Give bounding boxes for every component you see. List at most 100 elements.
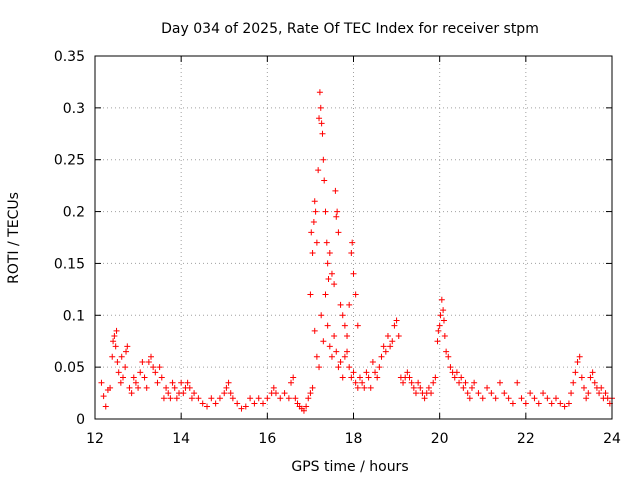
data-point: [460, 384, 467, 391]
chart-title: Day 034 of 2025, Rate Of TEC Index for r…: [161, 21, 539, 37]
data-point: [158, 374, 165, 381]
data-point: [440, 317, 447, 324]
data-point: [303, 403, 310, 410]
data-point: [406, 374, 413, 381]
data-point: [430, 379, 437, 386]
data-point: [451, 374, 458, 381]
data-point: [316, 115, 323, 122]
data-point: [123, 348, 130, 355]
data-point: [436, 322, 443, 329]
data-point: [242, 403, 249, 410]
data-point: [107, 384, 114, 391]
data-point: [319, 130, 326, 137]
data-point: [382, 348, 389, 355]
data-point: [188, 395, 195, 402]
data-point: [391, 322, 398, 329]
data-point: [307, 390, 314, 397]
data-point: [548, 400, 555, 407]
data-point: [139, 358, 146, 365]
data-point: [434, 338, 441, 345]
data-point: [285, 395, 292, 402]
x-tick-label: 22: [517, 431, 535, 447]
y-tick-label: 0: [76, 412, 85, 428]
data-point: [255, 395, 262, 402]
data-point: [356, 374, 363, 381]
data-point: [408, 379, 415, 386]
data-point: [260, 400, 267, 407]
data-point: [281, 390, 288, 397]
data-point: [359, 379, 366, 386]
data-point: [350, 369, 357, 376]
data-point: [333, 348, 340, 355]
data-point: [505, 395, 512, 402]
data-point: [331, 333, 338, 340]
x-tick-label: 24: [603, 431, 621, 447]
y-tick-label: 0.25: [54, 153, 85, 169]
data-point: [400, 379, 407, 386]
data-point: [341, 353, 348, 360]
data-point: [389, 338, 396, 345]
data-points: [98, 89, 615, 414]
grid-lines: [95, 56, 612, 419]
data-point: [150, 364, 157, 371]
data-point: [598, 384, 605, 391]
data-point: [324, 260, 331, 267]
data-point: [141, 374, 148, 381]
data-point: [208, 395, 215, 402]
x-tick-label: 14: [172, 431, 190, 447]
data-point: [380, 343, 387, 350]
data-point: [462, 379, 469, 386]
data-point: [453, 369, 460, 376]
data-point: [557, 400, 564, 407]
data-point: [339, 312, 346, 319]
data-point: [270, 384, 277, 391]
data-point: [527, 390, 534, 397]
data-point: [223, 384, 230, 391]
data-point: [145, 358, 152, 365]
data-point: [417, 384, 424, 391]
data-point: [326, 343, 333, 350]
data-point: [165, 390, 172, 397]
data-point: [404, 369, 411, 376]
data-point: [173, 395, 180, 402]
data-point: [445, 353, 452, 360]
data-point: [124, 343, 131, 350]
data-point: [535, 400, 542, 407]
data-point: [344, 348, 351, 355]
data-point: [229, 395, 236, 402]
data-point: [384, 333, 391, 340]
data-point: [367, 384, 374, 391]
data-point: [332, 187, 339, 194]
data-point: [294, 400, 301, 407]
data-point: [247, 395, 254, 402]
data-point: [376, 364, 383, 371]
data-point: [191, 390, 198, 397]
data-point: [128, 390, 135, 397]
data-point: [334, 208, 341, 215]
data-point: [464, 390, 471, 397]
data-point: [440, 307, 447, 314]
data-point: [346, 301, 353, 308]
data-point: [443, 348, 450, 355]
data-point: [114, 358, 121, 365]
data-point: [438, 296, 445, 303]
data-point: [344, 333, 351, 340]
data-point: [148, 353, 155, 360]
data-point: [354, 322, 361, 329]
data-point: [578, 374, 585, 381]
data-point: [415, 379, 422, 386]
y-tick-label: 0.2: [63, 205, 85, 221]
data-point: [540, 390, 547, 397]
data-point: [163, 384, 170, 391]
data-point: [583, 395, 590, 402]
data-point: [544, 395, 551, 402]
x-tick-label: 12: [86, 431, 104, 447]
data-point: [337, 301, 344, 308]
data-point: [501, 390, 508, 397]
data-point: [132, 379, 139, 386]
data-point: [412, 390, 419, 397]
data-point: [349, 239, 356, 246]
data-point: [437, 312, 444, 319]
data-point: [352, 379, 359, 386]
data-point: [313, 353, 320, 360]
